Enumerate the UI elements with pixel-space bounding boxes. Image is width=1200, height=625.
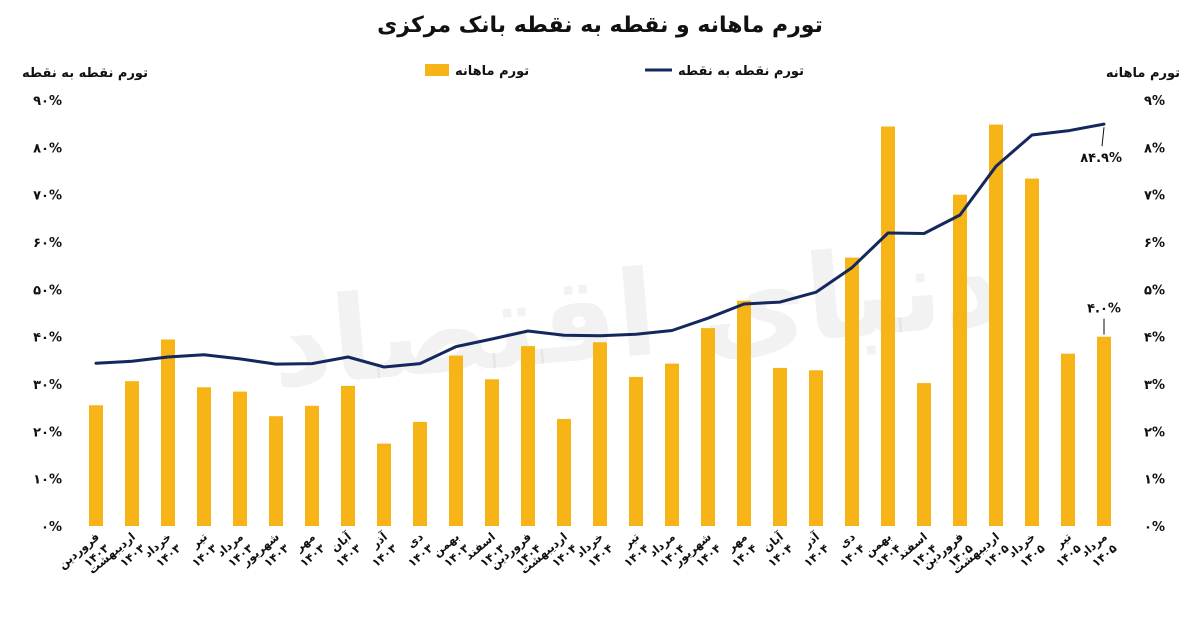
bar — [161, 339, 175, 526]
x-tick-label: تیر۱۴۰۵ — [1043, 530, 1083, 570]
left-tick-label: ۲۰% — [33, 425, 62, 440]
left-tick-label: ۶۰% — [33, 236, 62, 251]
bar-series — [89, 124, 1111, 526]
bar — [845, 257, 859, 526]
bar — [1097, 336, 1111, 526]
right-tick-label: ۸% — [1144, 141, 1165, 156]
x-tick-label: شهریور۱۴۰۴ — [670, 530, 723, 581]
right-tick-label: ۹% — [1144, 94, 1165, 109]
legend: تورم ماهانه تورم نقطه به نقطه — [425, 64, 804, 79]
bar — [233, 391, 247, 526]
chart-title: تورم ماهانه و نقطه به نقطه بانک مرکزی — [377, 13, 823, 38]
left-tick-label: ۵۰% — [33, 283, 62, 298]
x-axis-labels: فروردین۱۴۰۳اردیبهشت۱۴۰۳خرداد۱۴۰۳تیر۱۴۰۳م… — [55, 529, 1120, 581]
right-tick-label: ۶% — [1144, 236, 1165, 251]
x-tick-label: آبان۱۴۰۳ — [323, 529, 364, 570]
bar — [1025, 178, 1039, 526]
legend-line-label: تورم نقطه به نقطه — [678, 64, 804, 79]
annotations: ۸۴.۹% ۴.۰% — [1080, 127, 1122, 335]
x-tick-label: خرداد۱۴۰۴ — [573, 530, 616, 572]
x-tick-label: مهر۱۴۰۴ — [719, 530, 759, 570]
legend-bar-swatch — [425, 64, 449, 76]
right-axis-ticks: ۰% ۱% ۲% ۳% ۴% ۵% ۶% ۷% ۸% ۹% — [1144, 94, 1165, 535]
bar — [413, 421, 427, 526]
right-tick-label: ۰% — [1144, 520, 1165, 535]
bar — [593, 342, 607, 526]
right-tick-label: ۳% — [1144, 378, 1165, 393]
left-tick-label: ۹۰% — [33, 94, 62, 109]
left-tick-label: ۷۰% — [33, 189, 62, 204]
x-tick-label: آذر۱۴۰۳ — [359, 529, 400, 570]
bar — [89, 405, 103, 526]
bar — [629, 376, 643, 526]
left-axis-ticks: ۰% ۱۰% ۲۰% ۳۰% ۴۰% ۵۰% ۶۰% ۷۰% ۸۰% ۹۰% — [33, 94, 62, 535]
right-tick-label: ۷% — [1144, 189, 1165, 204]
bar — [341, 385, 355, 526]
bar — [701, 328, 715, 526]
left-tick-label: ۳۰% — [33, 378, 62, 393]
left-tick-label: ۰% — [41, 520, 62, 535]
legend-bar-label: تورم ماهانه — [455, 64, 529, 79]
right-axis-title: تورم ماهانه — [1106, 66, 1180, 81]
x-tick-label: آذر۱۴۰۴ — [791, 529, 832, 570]
bar — [125, 381, 139, 526]
bar — [377, 443, 391, 526]
right-tick-label: ۱% — [1144, 473, 1165, 488]
bar — [197, 387, 211, 526]
bar — [917, 383, 931, 526]
x-tick-label: خرداد۱۴۰۵ — [1005, 530, 1048, 572]
line-path — [94, 122, 1106, 369]
x-tick-label: مرداد۱۴۰۵ — [1078, 530, 1120, 572]
bar — [953, 194, 967, 526]
bar — [449, 355, 463, 526]
x-tick-label: مهر۱۴۰۳ — [287, 530, 327, 570]
x-tick-label: خرداد۱۴۰۳ — [141, 530, 184, 572]
bar — [773, 367, 787, 526]
annotation-leader — [1101, 127, 1105, 147]
annotation-bar-value: ۴.۰% — [1087, 302, 1121, 317]
bar — [521, 346, 535, 526]
bar — [1061, 353, 1075, 526]
x-tick-label: آبان۱۴۰۴ — [755, 529, 796, 570]
left-tick-label: ۸۰% — [33, 141, 62, 156]
left-tick-label: ۱۰% — [33, 473, 62, 488]
right-tick-label: ۴% — [1144, 331, 1165, 346]
right-tick-label: ۵% — [1144, 283, 1165, 298]
right-tick-label: ۲% — [1144, 425, 1165, 440]
bar — [557, 419, 571, 526]
bar — [989, 124, 1003, 526]
bar — [881, 126, 895, 526]
annotation-line-value: ۸۴.۹% — [1080, 151, 1122, 166]
bar — [809, 370, 823, 526]
bar — [269, 416, 283, 526]
bar — [485, 379, 499, 526]
bar — [305, 405, 319, 526]
bar — [737, 300, 751, 526]
line-series — [94, 122, 1106, 369]
left-axis-title: تورم نقطه به نقطه — [22, 66, 148, 81]
bar — [665, 363, 679, 526]
x-tick-label: شهریور۱۴۰۳ — [238, 530, 291, 581]
left-tick-label: ۴۰% — [33, 331, 62, 346]
